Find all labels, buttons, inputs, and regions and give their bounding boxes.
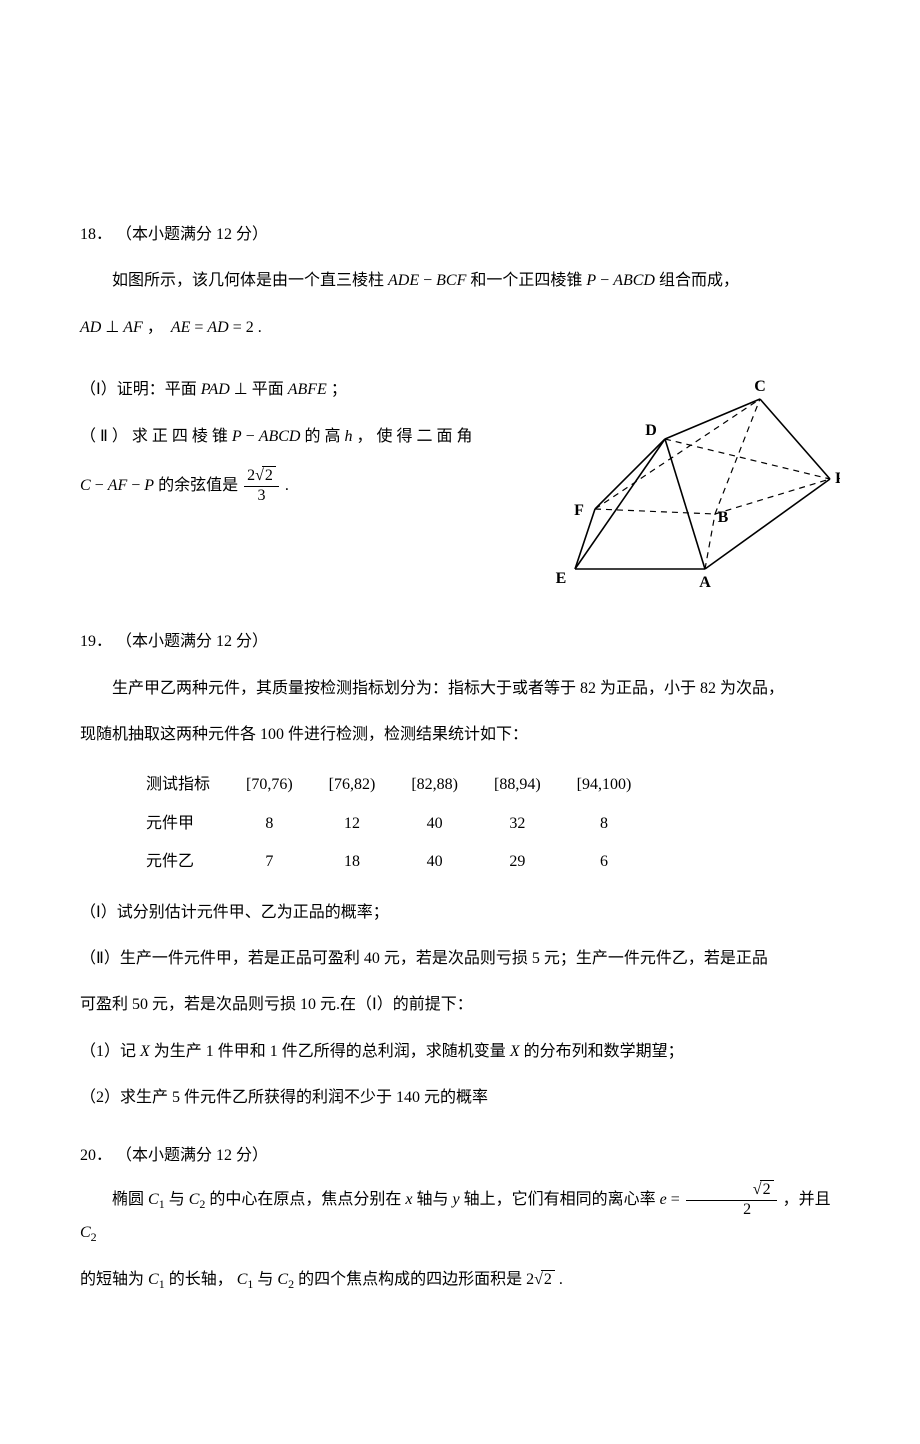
problem-20-line2: 的短轴为 C1 的长轴， C1 与 C2 的四个焦点构成的四边形面积是 2√2 … (80, 1265, 840, 1296)
vertex-label-A: A (699, 574, 711, 591)
geometry-diagram: A B C D E F P (540, 369, 840, 599)
edge-C-P (760, 399, 830, 479)
table-row: 元件甲81240328 (128, 805, 649, 843)
vertex-label-B: B (718, 509, 729, 526)
q20-line1a: 椭圆 C1 与 C2 的中心在原点，焦点分别在 x 轴与 y 轴上，它们有相同的… (112, 1191, 684, 1208)
row-value: 40 (393, 843, 476, 881)
cos-line-prefix: C − AF − P 的余弦值是 (80, 477, 242, 494)
fraction-den: 2 (686, 1201, 777, 1219)
table-interval: [94,100) (559, 766, 650, 804)
fraction-num: 2√2 (244, 468, 279, 487)
row-value: 18 (311, 843, 394, 881)
problem-18-text: （Ⅰ）证明：平面 PAD ⊥ 平面 ABFE ； （ Ⅱ ） 求 正 四 棱 锥… (80, 359, 530, 520)
fraction-root2-over-2: √2 2 (686, 1182, 777, 1219)
vertex-label-C: C (754, 378, 766, 395)
row-value: 8 (228, 805, 311, 843)
edge-A-D (665, 439, 705, 569)
problem-18-line-1: AD ⊥ AF ， AE = AD = 2 . (80, 313, 840, 343)
edge-B-P (715, 479, 830, 514)
table-interval: [76,82) (311, 766, 394, 804)
problem-18-part2: （ Ⅱ ） 求 正 四 棱 锥 P − ABCD 的 高 h ， 使 得 二 面… (80, 422, 530, 452)
problem-19: 19． （本小题满分 12 分） 生产甲乙两种元件，其质量按检测指标划分为：指标… (80, 627, 840, 1113)
edge-D-C (665, 399, 760, 439)
problem-score: （本小题满分 12 分） (116, 633, 268, 650)
problem-18-header: 18． （本小题满分 12 分） (80, 220, 840, 250)
problem-19-table: 测试指标[70,76)[76,82)[82,88)[88,94)[94,100)… (128, 766, 649, 881)
problem-20-header: 20． （本小题满分 12 分） (80, 1141, 840, 1171)
problem-18-intro: 18． （本小题满分 12 分） 如图所示，该几何体是由一个直三棱柱 ADE −… (80, 220, 840, 343)
row-value: 7 (228, 843, 311, 881)
cos-line-tail: . (285, 477, 289, 494)
table-header-label: 测试指标 (128, 766, 228, 804)
problem-19-part1: （Ⅰ）试分别估计元件甲、乙为正品的概率； (80, 898, 840, 928)
problem-19-part2a: （Ⅱ）生产一件元件甲，若是正品可盈利 40 元，若是次品则亏损 5 元；生产一件… (80, 944, 840, 974)
table-interval: [82,88) (393, 766, 476, 804)
problem-18-line-0: 如图所示，该几何体是由一个直三棱柱 ADE − BCF 和一个正四棱锥 P − … (80, 266, 840, 296)
problem-18-cos-line: C − AF − P 的余弦值是 2√2 3 . (80, 468, 530, 505)
problem-19-part2b: 可盈利 50 元，若是次品则亏损 10 元.在（Ⅰ）的前提下： (80, 990, 840, 1020)
problem-19-header: 19． （本小题满分 12 分） (80, 627, 840, 657)
table-interval: [70,76) (228, 766, 311, 804)
row-label: 元件乙 (128, 843, 228, 881)
row-value: 8 (559, 805, 650, 843)
edge-E-D (575, 439, 665, 569)
vertex-label-P: P (835, 470, 840, 487)
problem-19-intro1: 生产甲乙两种元件，其质量按检测指标划分为：指标大于或者等于 82 为正品，小于 … (80, 674, 840, 704)
vertex-label-D: D (645, 422, 657, 439)
problem-19-part2-sub2: （2）求生产 5 件元件乙所获得的利润不少于 140 元的概率 (80, 1083, 840, 1113)
row-value: 29 (476, 843, 559, 881)
row-value: 12 (311, 805, 394, 843)
fraction-den: 3 (244, 487, 279, 505)
problem-number: 20． (80, 1147, 112, 1164)
edge-D-P (665, 439, 830, 479)
problem-number: 18． (80, 226, 112, 243)
problem-20: 20． （本小题满分 12 分） 椭圆 C1 与 C2 的中心在原点，焦点分别在… (80, 1141, 840, 1296)
vertex-label-F: F (574, 502, 584, 519)
problem-18-figure: A B C D E F P (540, 359, 840, 599)
edge-A-B (705, 514, 715, 569)
row-value: 40 (393, 805, 476, 843)
problem-19-table-wrap: 测试指标[70,76)[76,82)[82,88)[88,94)[94,100)… (128, 766, 840, 881)
problem-18-body: （Ⅰ）证明：平面 PAD ⊥ 平面 ABFE ； （ Ⅱ ） 求 正 四 棱 锥… (80, 359, 840, 599)
fraction-2root2-over-3: 2√2 3 (244, 468, 279, 505)
problem-18-part1: （Ⅰ）证明：平面 PAD ⊥ 平面 ABFE ； (80, 375, 530, 405)
vertex-label-E: E (556, 570, 567, 587)
problem-19-part2-sub1: （1）记 X 为生产 1 件甲和 1 件乙所得的总利润，求随机变量 X 的分布列… (80, 1037, 840, 1067)
edge-F-C (595, 399, 760, 509)
problem-number: 19． (80, 633, 112, 650)
edge-B-C (715, 399, 760, 514)
problem-score: （本小题满分 12 分） (116, 1147, 268, 1164)
row-label: 元件甲 (128, 805, 228, 843)
problem-score: （本小题满分 12 分） (116, 226, 268, 243)
problem-18: 18． （本小题满分 12 分） 如图所示，该几何体是由一个直三棱柱 ADE −… (80, 220, 840, 599)
row-value: 6 (559, 843, 650, 881)
problem-20-line1: 椭圆 C1 与 C2 的中心在原点，焦点分别在 x 轴与 y 轴上，它们有相同的… (80, 1182, 840, 1250)
table-interval: [88,94) (476, 766, 559, 804)
edge-F-D (595, 439, 665, 509)
fraction-num: √2 (686, 1182, 777, 1201)
table-row: 元件乙71840296 (128, 843, 649, 881)
row-value: 32 (476, 805, 559, 843)
problem-19-intro2: 现随机抽取这两种元件各 100 件进行检测，检测结果统计如下： (80, 720, 840, 750)
